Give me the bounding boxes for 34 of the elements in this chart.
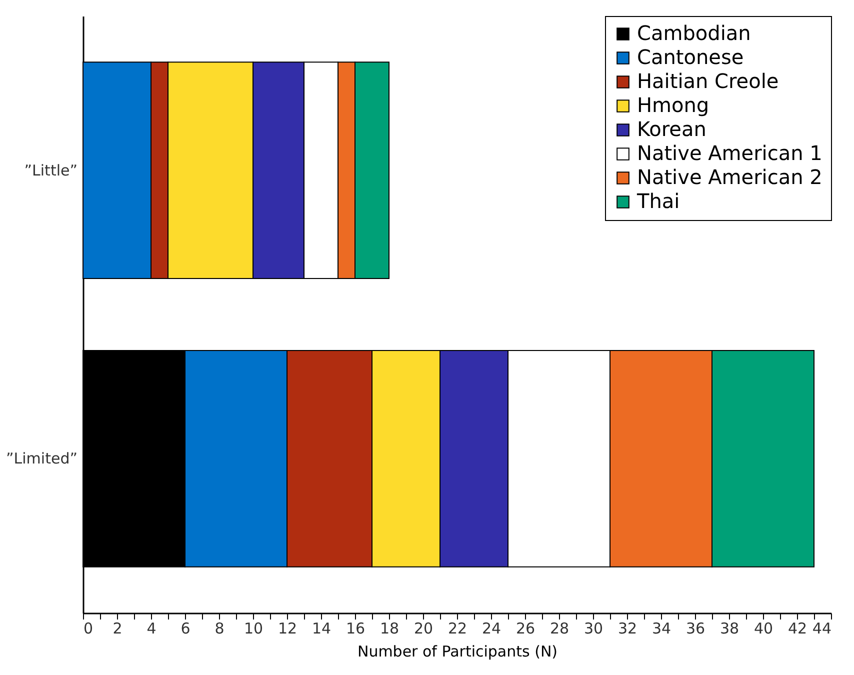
legend-label: Native American 1 xyxy=(637,141,822,165)
legend-label: Thai xyxy=(636,189,680,213)
y-tick-label: ”Little” xyxy=(24,161,78,180)
legend-label: Cantonese xyxy=(637,45,744,69)
x-tick-label: 22 xyxy=(448,620,468,638)
x-tick-label: 44 xyxy=(812,620,832,638)
x-tick-label: 28 xyxy=(550,620,570,638)
x-tick-label: 4 xyxy=(146,620,156,638)
x-tick-label: 14 xyxy=(312,620,332,638)
x-tick-label: 32 xyxy=(618,620,638,638)
x-tick-label: 36 xyxy=(686,620,706,638)
x-tick-label: 38 xyxy=(720,620,740,638)
legend-label: Haitian Creole xyxy=(637,69,779,93)
legend-label: Native American 2 xyxy=(637,165,822,189)
x-tick-label: 34 xyxy=(652,620,672,638)
x-tick-label: 20 xyxy=(414,620,434,638)
x-tick-label: 8 xyxy=(214,620,224,638)
x-tick-label: 18 xyxy=(380,620,400,638)
x-tick-label: 12 xyxy=(278,620,298,638)
x-tick-label: 24 xyxy=(482,620,502,638)
legend-label: Hmong xyxy=(637,93,710,117)
x-tick-label: 2 xyxy=(112,620,122,638)
y-tick-label: ”Limited” xyxy=(6,450,78,468)
x-tick-label: 30 xyxy=(584,620,604,638)
x-tick-label: 10 xyxy=(244,620,264,638)
x-axis-title: Number of Participants (N) xyxy=(357,642,558,660)
x-tick-label: 42 xyxy=(788,620,808,638)
x-tick-label: 16 xyxy=(346,620,366,638)
legend-label: Korean xyxy=(637,117,706,141)
x-tick-label: 0 xyxy=(84,620,94,638)
x-tick-label: 40 xyxy=(754,620,774,638)
legend-label: Cambodian xyxy=(637,21,751,45)
x-tick-label: 6 xyxy=(180,620,190,638)
x-tick-label: 26 xyxy=(516,620,536,638)
